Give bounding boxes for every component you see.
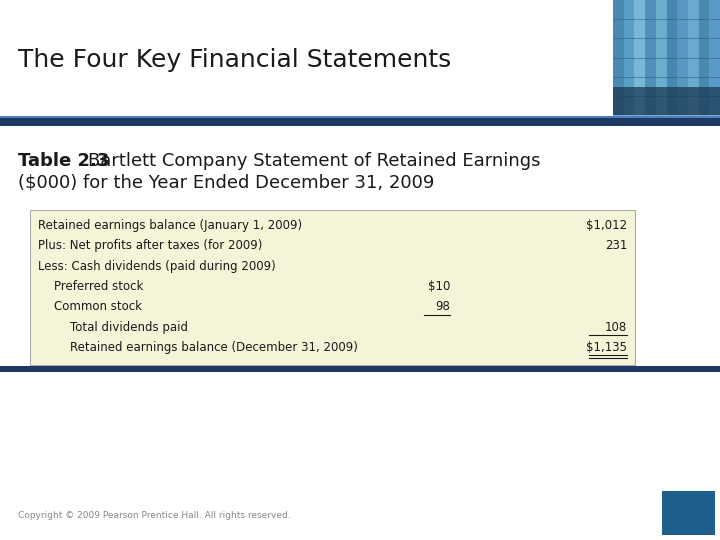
Text: Common stock: Common stock bbox=[54, 300, 142, 313]
Bar bbox=[30, 210, 635, 365]
Bar bbox=[634, 0, 645, 115]
Text: 98: 98 bbox=[435, 300, 450, 313]
Text: $1,135: $1,135 bbox=[586, 341, 627, 354]
Text: Total dividends paid: Total dividends paid bbox=[70, 321, 188, 334]
Bar bbox=[662, 491, 715, 535]
Bar bbox=[645, 0, 656, 115]
Bar bbox=[0, 118, 720, 126]
Text: Copyright © 2009 Pearson Prentice Hall. All rights reserved.: Copyright © 2009 Pearson Prentice Hall. … bbox=[18, 510, 291, 519]
Text: Retained earnings balance (December 31, 2009): Retained earnings balance (December 31, … bbox=[70, 341, 358, 354]
Bar bbox=[613, 87, 720, 115]
Bar bbox=[613, 0, 720, 115]
Text: ($000) for the Year Ended December 31, 2009: ($000) for the Year Ended December 31, 2… bbox=[18, 174, 434, 192]
Text: 10: 10 bbox=[675, 503, 701, 523]
Bar bbox=[709, 0, 720, 115]
Text: Less: Cash dividends (paid during 2009): Less: Cash dividends (paid during 2009) bbox=[38, 260, 276, 273]
Text: Preferred stock: Preferred stock bbox=[54, 280, 143, 293]
Bar bbox=[624, 0, 634, 115]
Bar bbox=[667, 0, 678, 115]
Bar bbox=[688, 0, 698, 115]
Text: $1,012: $1,012 bbox=[586, 219, 627, 232]
Bar bbox=[0, 366, 720, 372]
Text: Retained earnings balance (January 1, 2009): Retained earnings balance (January 1, 20… bbox=[38, 219, 302, 232]
Bar bbox=[613, 0, 624, 115]
Text: The Four Key Financial Statements: The Four Key Financial Statements bbox=[18, 48, 451, 72]
Text: Bartlett Company Statement of Retained Earnings: Bartlett Company Statement of Retained E… bbox=[88, 152, 541, 170]
Text: $10: $10 bbox=[428, 280, 450, 293]
Bar bbox=[656, 0, 667, 115]
Text: Plus: Net profits after taxes (for 2009): Plus: Net profits after taxes (for 2009) bbox=[38, 239, 262, 252]
Text: 231: 231 bbox=[605, 239, 627, 252]
Text: Table 2.3: Table 2.3 bbox=[18, 152, 109, 170]
Text: 108: 108 bbox=[605, 321, 627, 334]
Bar bbox=[0, 116, 720, 118]
Bar bbox=[698, 0, 709, 115]
Bar bbox=[678, 0, 688, 115]
